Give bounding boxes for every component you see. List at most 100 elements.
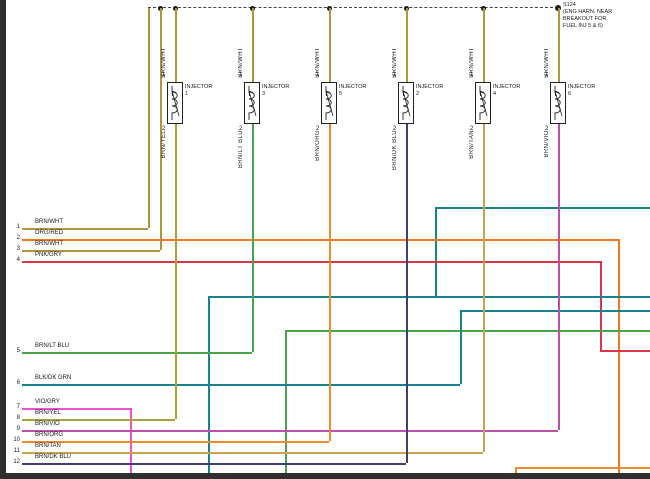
- page-border-left: [0, 0, 6, 479]
- terminal-wire-label: BRN/WHT: [35, 219, 63, 225]
- terminal-wire-label: BRN/VIO: [35, 421, 60, 427]
- injector-name-label: INJECTOR: [262, 84, 290, 90]
- injector-bottom-wire: [558, 124, 560, 430]
- injector-top-wire: [252, 8, 254, 82]
- top-wire-color-label: BRN/WHT: [315, 47, 321, 78]
- terminal-wire-9: [22, 430, 558, 432]
- injector-number-label: 4: [493, 91, 497, 97]
- terminal-wire-label: BRN/LT BLU: [35, 343, 70, 349]
- wire-brn_lt_blu: [285, 330, 650, 332]
- bottom-wire-color-label: BRN/TAN: [469, 130, 475, 159]
- injector-box: [321, 82, 337, 124]
- splice-note-line: BREAKOUT FOR: [563, 16, 607, 22]
- injector-bottom-wire: [406, 124, 408, 463]
- injector-number-label: 2: [416, 91, 420, 97]
- terminal-wire-4: [22, 261, 600, 263]
- terminal-wire-label: VIO/GRY: [35, 399, 60, 405]
- injector-top-wire: [329, 8, 331, 82]
- injector-top-wire: [483, 8, 485, 82]
- injector-pin-label: 1: [470, 72, 474, 78]
- top-wire-color-label: BRN/WHT: [544, 47, 550, 78]
- injector-bottom-wire: [252, 124, 254, 352]
- injector-number-label: 5: [339, 91, 343, 97]
- injector-coil-icon: [248, 86, 257, 120]
- injector-coil-icon: [479, 86, 488, 120]
- bottom-wire-color-label: BRN/VIO: [544, 130, 550, 158]
- injector-coil-icon: [554, 86, 563, 120]
- injector-pin-label: 1: [545, 72, 549, 78]
- wire-brn_wht: [148, 8, 150, 228]
- injector-pin-label: 1: [393, 72, 397, 78]
- injector-name-label: INJECTOR: [568, 84, 596, 90]
- injector-pin-label: 2: [470, 126, 474, 132]
- terminal-wire-7: [22, 408, 130, 410]
- terminal-wire-label: BRN/TAN: [35, 443, 61, 449]
- top-wire-color-label: BRN/WHT: [238, 47, 244, 78]
- wire-blk_dk_grn: [435, 207, 650, 209]
- terminal-number: 2: [16, 235, 20, 241]
- terminal-wire-1: [22, 228, 148, 230]
- injector-name-label: INJECTOR: [493, 84, 521, 90]
- bottom-wire-color-label: BRN/LT BLU: [238, 130, 244, 169]
- injector-coil-icon: [402, 86, 411, 120]
- splice-note-line: S124: [563, 2, 576, 8]
- injector-box: [244, 82, 260, 124]
- terminal-number: 10: [13, 437, 20, 443]
- splice-note-line: (ENG HARN. NEAR: [563, 9, 613, 15]
- injector-number-label: 6: [568, 91, 572, 97]
- bottom-wire-color-label: BRN/DK BLU: [392, 130, 398, 171]
- wire-pnk_gry: [600, 261, 602, 350]
- terminal-wire-label: BLK/DK GRN: [35, 375, 72, 381]
- terminal-wire-3: [22, 250, 160, 252]
- wire-blk_dk_grn: [208, 296, 650, 298]
- injector-bottom-wire: [175, 124, 177, 419]
- terminal-wire-6: [22, 384, 460, 386]
- injector-pin-label: 2: [239, 126, 243, 132]
- injector-name-label: INJECTOR: [185, 84, 213, 90]
- bottom-wire-color-label: BRN/YEL: [161, 130, 167, 159]
- injector-bottom-wire: [483, 124, 485, 452]
- injector-coil-icon: [325, 86, 334, 120]
- terminal-number: 3: [16, 246, 20, 252]
- injector-name-label: INJECTOR: [416, 84, 444, 90]
- wire-blk_dk_grn: [435, 207, 437, 296]
- terminal-wire-2: [22, 239, 618, 241]
- terminal-wire-label: BRN/ORG: [35, 432, 64, 438]
- injector-top-wire: [175, 8, 177, 82]
- injector-number-label: 3: [262, 91, 266, 97]
- terminal-wire-10: [22, 441, 329, 443]
- terminal-wire-label: PNK/GRY: [35, 252, 62, 258]
- page-border-bottom: [0, 473, 650, 479]
- injector-pin-label: 2: [393, 126, 397, 132]
- terminal-wire-label: ORG/RED: [35, 230, 64, 236]
- top-wire-color-label: BRN/WHT: [469, 47, 475, 78]
- terminal-number: 5: [16, 348, 20, 354]
- splice-bus-line: [148, 7, 558, 8]
- terminal-wire-label: BRN/YEL: [35, 410, 61, 416]
- top-wire-color-label: BRN/WHT: [161, 47, 167, 78]
- injector-box: [550, 82, 566, 124]
- wire-brn_wht: [160, 8, 162, 250]
- terminal-number: 12: [13, 459, 20, 465]
- terminal-wire-12: [22, 463, 406, 465]
- terminal-number: 9: [16, 426, 20, 432]
- injector-top-wire: [406, 8, 408, 82]
- terminal-number: 11: [13, 448, 20, 454]
- injector-box: [398, 82, 414, 124]
- injector-box: [167, 82, 183, 124]
- wire-pnk_gry: [600, 350, 650, 352]
- terminal-wire-5: [22, 352, 252, 354]
- injector-pin-label: 2: [162, 126, 166, 132]
- injector-coil-icon: [171, 86, 180, 120]
- wire-blk_dk_grn: [460, 310, 650, 312]
- injector-top-wire: [558, 8, 560, 82]
- injector-number-label: 1: [185, 91, 189, 97]
- injector-pin-label: 2: [316, 126, 320, 132]
- wire-brn_org: [515, 467, 517, 473]
- injector-name-label: INJECTOR: [339, 84, 367, 90]
- terminal-wire-label: BRN/DK BLU: [35, 454, 72, 460]
- terminal-number: 1: [16, 224, 20, 230]
- splice-note-line: FUEL INJ 5 & 6): [563, 23, 603, 29]
- injector-pin-label: 1: [316, 72, 320, 78]
